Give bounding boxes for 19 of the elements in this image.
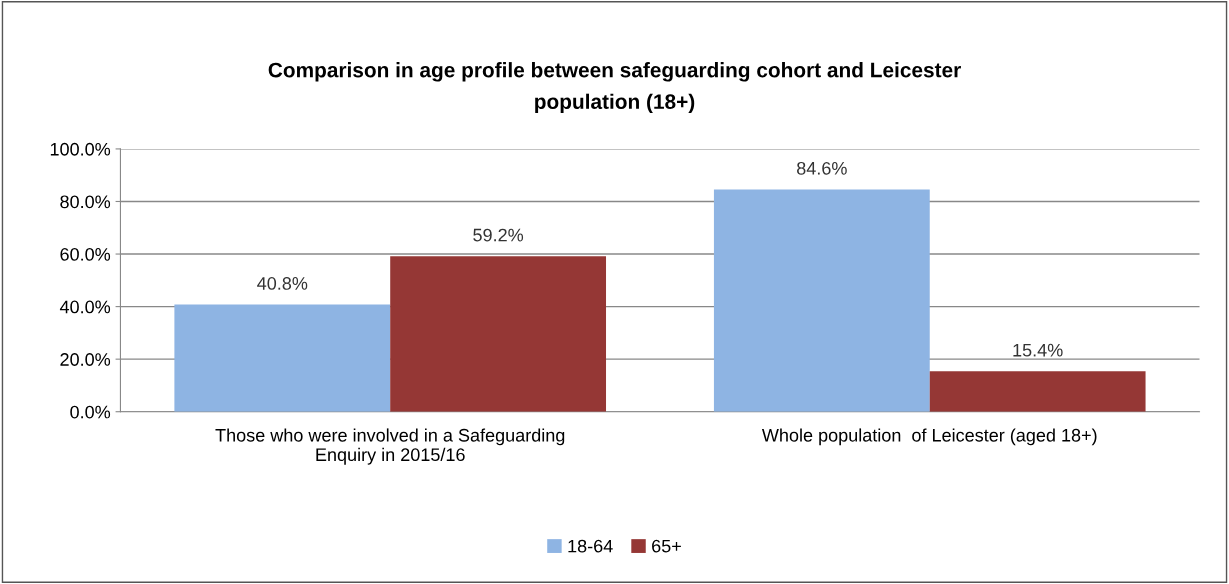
data-label: 15.4% bbox=[1013, 343, 1063, 357]
bar bbox=[390, 256, 607, 412]
data-label: 59.2% bbox=[473, 228, 524, 242]
legend-label: 65+ bbox=[652, 539, 681, 553]
bar bbox=[174, 304, 391, 412]
data-label: 84.6% bbox=[797, 161, 847, 175]
bar bbox=[713, 189, 930, 412]
y-tick-label: 40.0% bbox=[59, 300, 111, 314]
y-tick-label: 100.0% bbox=[50, 142, 111, 156]
y-tick-label: 0.0% bbox=[70, 405, 111, 419]
y-tick-label: 80.0% bbox=[60, 195, 111, 209]
x-tick-label: Whole population of Leicester (aged 18+) bbox=[761, 428, 1097, 446]
data-label: 40.8% bbox=[257, 277, 308, 290]
y-tick-label: 20.0% bbox=[60, 353, 111, 366]
bar bbox=[929, 371, 1146, 412]
legend-label: 18-64 bbox=[568, 539, 613, 553]
chart-title: Comparison in age profile between safeguarding cohort and Leicester population (18+) bbox=[268, 62, 961, 114]
x-tick-label: Those who were involved in a Safeguarding Enquiry in 2015/16 bbox=[215, 428, 565, 465]
y-tick-label: 60.0% bbox=[60, 247, 111, 261]
